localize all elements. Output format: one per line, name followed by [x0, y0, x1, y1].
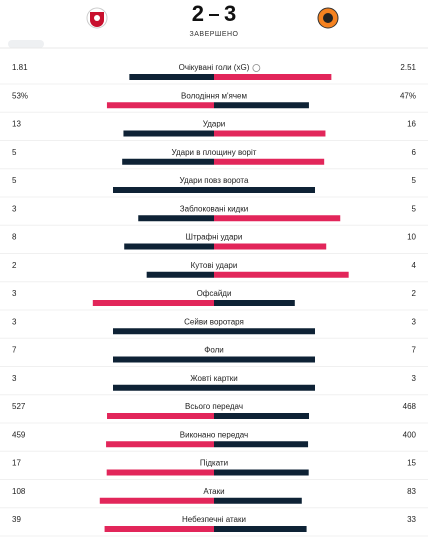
home-value: 17 — [12, 459, 21, 468]
away-value: 15 — [407, 459, 416, 468]
home-value: 459 — [12, 430, 26, 439]
home-bar — [138, 215, 214, 222]
away-bar — [214, 243, 327, 250]
stat-label: Виконано передач — [180, 430, 248, 439]
away-bar — [214, 384, 315, 391]
home-bar — [113, 384, 214, 391]
away-value: 16 — [407, 120, 416, 129]
stat-label: Сейви воротаря — [184, 317, 244, 326]
away-score: 3 — [224, 1, 236, 26]
stat-label: Підкати — [200, 459, 228, 468]
stat-label: Кутові удари — [191, 261, 238, 270]
away-value: 2.51 — [400, 63, 416, 72]
away-value: 4 — [412, 261, 417, 270]
stat-label: Фоли — [204, 346, 224, 355]
away-bar — [214, 328, 315, 335]
away-value: 10 — [407, 233, 416, 242]
away-value: 5 — [412, 204, 417, 213]
away-bar — [214, 215, 341, 222]
away-value: 3 — [412, 317, 417, 326]
home-value: 5 — [12, 176, 17, 185]
home-value: 13 — [12, 120, 21, 129]
home-value: 2 — [12, 261, 17, 270]
away-logo-center[interactable] — [323, 13, 333, 23]
away-bar — [214, 413, 310, 419]
stat-label: Всього передач — [185, 402, 243, 411]
home-logo-dot[interactable] — [94, 15, 100, 21]
away-value: 6 — [412, 148, 417, 157]
away-bar — [214, 356, 315, 363]
home-value: 3 — [12, 374, 17, 383]
away-bar — [214, 158, 325, 165]
home-bar — [113, 328, 214, 335]
away-bar — [214, 497, 302, 504]
away-value: 3 — [412, 374, 417, 383]
home-bar — [106, 441, 214, 448]
home-bar — [106, 102, 214, 109]
away-logo[interactable] — [317, 7, 339, 29]
away-bar — [214, 526, 307, 532]
away-value: 5 — [412, 176, 417, 185]
away-value: 7 — [412, 346, 417, 355]
away-value: 400 — [403, 430, 417, 439]
stat-label: Небезпечні атаки — [182, 515, 246, 524]
away-bar — [214, 441, 309, 448]
home-bar — [113, 356, 214, 363]
stat-label: Удари в площину воріт — [172, 148, 257, 157]
home-value: 39 — [12, 515, 21, 524]
home-value: 108 — [12, 487, 26, 496]
away-value: 47% — [400, 91, 416, 100]
home-bar — [107, 413, 214, 419]
home-bar — [123, 130, 214, 137]
away-value: 83 — [407, 487, 416, 496]
away-bar — [214, 102, 309, 109]
away-bar — [214, 187, 315, 193]
away-bar — [214, 469, 309, 476]
home-value: 3 — [12, 317, 17, 326]
home-value: 5 — [12, 148, 17, 157]
away-bar — [214, 74, 332, 80]
away-value: 33 — [407, 515, 416, 524]
home-value: 527 — [12, 402, 26, 411]
home-bar — [124, 243, 214, 250]
home-bar — [106, 469, 214, 476]
home-value: 3 — [12, 289, 17, 298]
stat-label: Володіння м'ячем — [181, 91, 247, 100]
home-value: 1.81 — [12, 63, 28, 72]
home-logo[interactable] — [86, 7, 108, 29]
home-value: 7 — [12, 346, 17, 355]
away-bar — [214, 300, 295, 306]
away-bar — [214, 130, 326, 137]
home-bar — [122, 158, 214, 165]
stat-label: Жовті картки — [190, 374, 238, 383]
stat-label: Атаки — [203, 487, 224, 496]
stat-label: Удари — [203, 120, 226, 129]
home-bar — [104, 526, 214, 532]
home-score: 2 — [192, 1, 204, 26]
stat-label: Офсайди — [197, 289, 232, 298]
home-bar — [146, 271, 214, 278]
home-value: 8 — [12, 233, 17, 242]
home-value: 3 — [12, 204, 17, 213]
match-status: ЗАВЕРШЕНО — [190, 31, 239, 38]
home-bar — [129, 74, 214, 80]
stat-label: Штрафні удари — [186, 233, 243, 242]
home-bar — [92, 300, 214, 306]
stat-label: Очікувані голи (xG) — [179, 63, 250, 72]
tab-pill[interactable] — [8, 40, 44, 48]
info-icon — [252, 64, 261, 72]
stat-label: Заблоковані кидки — [180, 204, 248, 213]
home-value: 53% — [12, 91, 28, 100]
away-value: 2 — [412, 289, 417, 298]
stat-label: Удари повз ворота — [180, 176, 249, 185]
home-bar — [99, 497, 214, 504]
home-bar — [113, 187, 214, 193]
away-bar — [214, 271, 349, 278]
away-value: 468 — [403, 402, 417, 411]
